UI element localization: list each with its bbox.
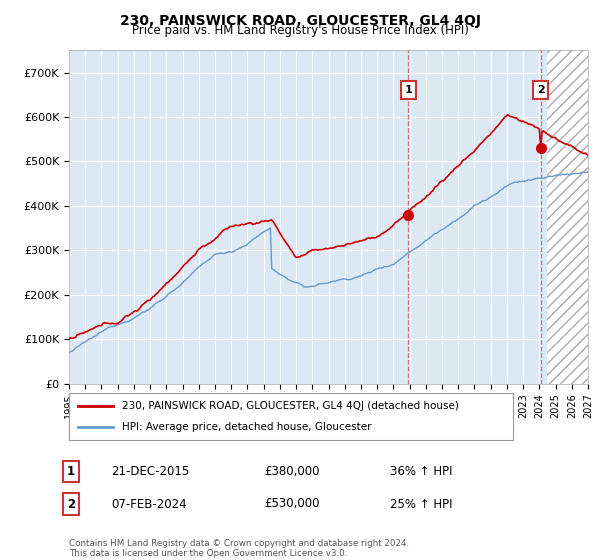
Text: Price paid vs. HM Land Registry's House Price Index (HPI): Price paid vs. HM Land Registry's House … xyxy=(131,24,469,36)
Text: 2: 2 xyxy=(67,497,75,511)
Text: 2: 2 xyxy=(537,85,545,95)
Text: HPI: Average price, detached house, Gloucester: HPI: Average price, detached house, Glou… xyxy=(122,422,372,432)
Text: £530,000: £530,000 xyxy=(264,497,320,511)
Text: 1: 1 xyxy=(67,465,75,478)
Text: 07-FEB-2024: 07-FEB-2024 xyxy=(111,497,187,511)
Text: 36% ↑ HPI: 36% ↑ HPI xyxy=(390,465,452,478)
Text: 230, PAINSWICK ROAD, GLOUCESTER, GL4 4QJ: 230, PAINSWICK ROAD, GLOUCESTER, GL4 4QJ xyxy=(119,14,481,28)
Text: 1: 1 xyxy=(404,85,412,95)
Text: Contains HM Land Registry data © Crown copyright and database right 2024.
This d: Contains HM Land Registry data © Crown c… xyxy=(69,539,409,558)
Text: £380,000: £380,000 xyxy=(264,465,320,478)
Text: 21-DEC-2015: 21-DEC-2015 xyxy=(111,465,189,478)
Text: 230, PAINSWICK ROAD, GLOUCESTER, GL4 4QJ (detached house): 230, PAINSWICK ROAD, GLOUCESTER, GL4 4QJ… xyxy=(122,400,459,410)
Text: 25% ↑ HPI: 25% ↑ HPI xyxy=(390,497,452,511)
